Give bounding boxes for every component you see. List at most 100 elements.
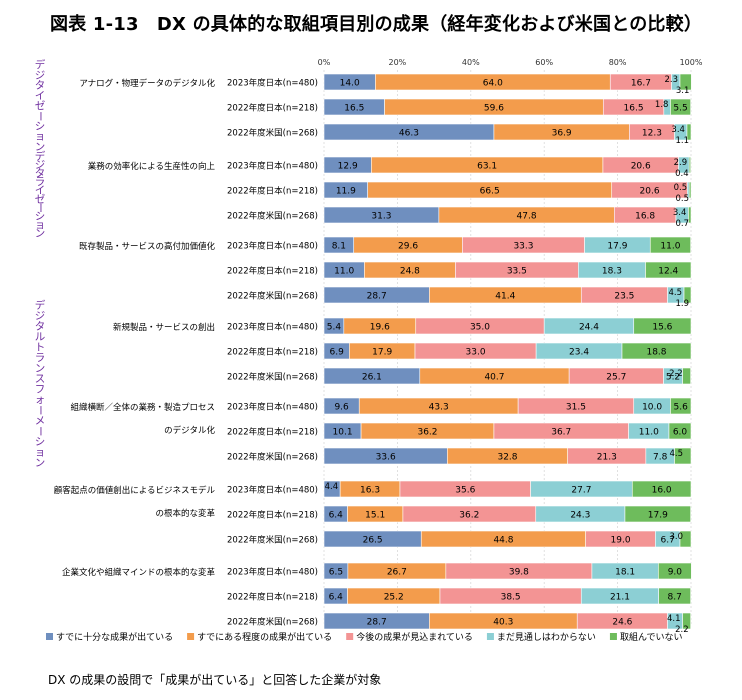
legend-swatch — [46, 633, 53, 640]
row-label: 2023年度日本(n=480) — [227, 161, 318, 172]
side-label-char: ー — [34, 426, 46, 437]
bar-value-label: 18.1 — [615, 568, 635, 578]
side-label-char: タ — [35, 320, 46, 332]
side-label-char: デ — [35, 149, 46, 162]
bar-value-label: 25.2 — [384, 593, 404, 603]
bar-value-label: 43.3 — [429, 403, 449, 413]
bar-value-label: 16.8 — [635, 212, 655, 222]
side-label-char: ト — [35, 341, 46, 353]
bar-value-label: 5.4 — [327, 323, 342, 333]
bar-value-label: 35.6 — [455, 486, 475, 496]
bar-value-label: 46.3 — [399, 129, 419, 139]
bar-value-label: 4.5 — [668, 288, 682, 298]
bar-value-label: 17.9 — [607, 242, 627, 252]
bar-value-label: 1.8 — [655, 100, 669, 110]
bar-value-label: 2.3 — [664, 75, 678, 85]
chart-title: 図表 1-13 DX の具体的な取組項目別の成果（経年変化および米国との比較） — [50, 14, 703, 35]
bar-value-label: 3.1 — [676, 86, 690, 96]
group-label: アナログ・物理データのデジタル化 — [79, 78, 215, 89]
bar-value-label: 47.8 — [517, 212, 537, 222]
bar-value-label: 21.3 — [597, 453, 617, 463]
bar-value-label: 41.4 — [495, 292, 515, 302]
x-tick-label: 60% — [535, 58, 553, 67]
bar-value-label: 0.7 — [675, 219, 689, 229]
bar-value-label: 24.8 — [400, 267, 420, 277]
bar-value-label: 9.0 — [668, 568, 683, 578]
bar-value-label: 64.0 — [483, 79, 503, 89]
bar-value-label: 24.6 — [612, 618, 632, 628]
row-label: 2023年度日本(n=480) — [227, 402, 318, 413]
side-label-char: ジ — [35, 159, 46, 171]
side-label-char: フ — [35, 383, 46, 395]
side-label-char: ォ — [35, 394, 46, 406]
bar-value-label: 19.0 — [611, 536, 631, 546]
footnote: DX の成果の設問で「成果が出ている」と回答した企業が対象 — [48, 673, 382, 687]
bar-value-label: 17.9 — [648, 511, 668, 521]
bar-segment — [631, 480, 692, 498]
bar-value-label: 5.5 — [673, 104, 687, 114]
bar-value-label: 33.6 — [376, 453, 396, 463]
bar-value-label: 16.0 — [652, 486, 672, 496]
group-label: のデジタル化 — [164, 425, 215, 436]
row-label: 2022年度米国(n=268) — [227, 452, 318, 463]
bar-segment — [645, 261, 692, 279]
bar-value-label: 6.4 — [329, 511, 344, 521]
bar-value-label: 2.2 — [675, 625, 689, 635]
row-label: 2022年度日本(n=218) — [227, 427, 318, 438]
side-label-char: ー — [34, 203, 46, 214]
bar-segment — [686, 123, 692, 141]
bar-value-label: 44.8 — [493, 536, 513, 546]
side-label-char: デ — [35, 298, 46, 311]
bar-value-label: 16.3 — [360, 486, 380, 496]
row-label: 2022年度米国(n=268) — [227, 128, 318, 139]
bar-value-label: 10.0 — [642, 403, 662, 413]
row-label: 2022年度米国(n=268) — [227, 617, 318, 628]
group-label: 既存製品・サービスの高付加価値化 — [79, 241, 216, 252]
bar-segment — [679, 73, 692, 91]
bar-value-label: 19.6 — [370, 323, 390, 333]
bar-segment — [688, 156, 691, 174]
side-label-char: ン — [35, 141, 46, 153]
bar-value-label: 59.6 — [484, 104, 504, 114]
row-label: 2022年度米国(n=268) — [227, 211, 318, 222]
x-tick-label: 100% — [680, 58, 703, 67]
side-label-char: タ — [35, 168, 46, 180]
bar-value-label: 11.0 — [639, 428, 659, 438]
bar-segment — [670, 98, 691, 116]
bar-value-label: 12.9 — [338, 162, 358, 172]
bar-segment — [624, 505, 691, 523]
bar-value-label: 4.5 — [669, 449, 683, 459]
side-label-char: ョ — [35, 446, 46, 458]
bar-value-label: 31.5 — [566, 403, 586, 413]
bar-value-label: 23.4 — [569, 348, 589, 358]
bar-value-label: 36.7 — [551, 428, 571, 438]
legend-label: すでに十分な成果が出ている — [56, 631, 173, 643]
bar-value-label: 6.5 — [329, 568, 343, 578]
side-label-char: ジ — [35, 69, 46, 81]
row-label: 2022年度日本(n=218) — [227, 186, 318, 197]
bar-segment — [658, 587, 691, 605]
bar-value-label: 8.1 — [332, 242, 346, 252]
x-tick-label: 20% — [389, 58, 407, 67]
bar-value-label: 12.3 — [642, 129, 662, 139]
bar-value-label: 1.9 — [675, 299, 689, 309]
bar-value-label: 33.5 — [507, 267, 527, 277]
group-label: 企業文化や組織マインドの根本的な変革 — [62, 567, 216, 578]
bar-value-label: 35.0 — [470, 323, 490, 333]
bar-value-label: 0.5 — [675, 194, 689, 204]
group-label: 組織横断／全体の業務・製造プロセス — [70, 402, 215, 413]
side-label-char: シ — [35, 436, 46, 448]
bar-segment — [679, 530, 692, 548]
bar-value-label: 11.9 — [336, 187, 356, 197]
bar-value-label: 33.0 — [466, 348, 486, 358]
row-label: 2023年度日本(n=480) — [227, 322, 318, 333]
bar-value-label: 5.6 — [674, 403, 689, 413]
side-label-char: ラ — [35, 352, 46, 364]
bar-value-label: 15.6 — [652, 323, 672, 333]
side-label-char: ン — [35, 457, 46, 469]
bar-segment — [633, 317, 692, 335]
row-label: 2023年度日本(n=480) — [227, 485, 318, 496]
side-label-char: ン — [35, 362, 46, 374]
bar-value-label: 38.5 — [501, 593, 521, 603]
